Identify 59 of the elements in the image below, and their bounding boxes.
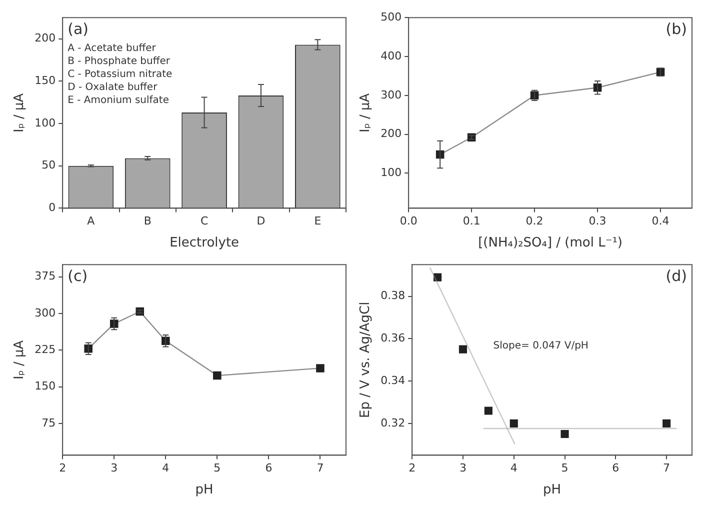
x-tick-label: 7: [663, 462, 670, 475]
y-tick-label: 100: [380, 166, 402, 180]
y-tick-label: 0.34: [380, 374, 406, 387]
annotation: A - Acetate buffer: [68, 43, 157, 54]
chart-title: (b): [666, 20, 687, 38]
x-tick-label: 3: [459, 462, 466, 475]
x-tick-label: 0.3: [588, 214, 606, 228]
x-tick-label: A: [87, 214, 96, 228]
x-tick-label: E: [314, 214, 322, 228]
x-tick-label: 0.4: [652, 214, 670, 228]
annotation: D - Oxalate buffer: [68, 82, 158, 94]
x-tick-label: D: [256, 214, 266, 228]
chart-title: (c): [68, 266, 88, 285]
y-tick-label: 300: [380, 88, 402, 102]
annotation: E - Amonium sulfate: [68, 95, 169, 106]
y-tick-label: 50: [42, 158, 56, 172]
x-tick-label: 3: [110, 462, 118, 475]
x-tick-label: 6: [612, 462, 620, 475]
y-tick-label: 75: [42, 416, 56, 430]
x-tick-label: 4: [162, 462, 170, 475]
x-tick-label: C: [200, 214, 208, 228]
x-tick-label: 4: [510, 462, 518, 475]
y-tick-label: 400: [380, 49, 402, 62]
y-tick-label: 200: [34, 32, 56, 45]
y-axis-title: Iₚ / µA: [358, 93, 374, 133]
x-axis-title: Electrolyte: [170, 236, 240, 251]
y-tick-label: 200: [380, 127, 402, 140]
annotation: Slope= 0.047 V/pH: [493, 340, 588, 352]
y-tick-label: 0: [48, 201, 56, 214]
y-axis-title: Iₚ / µA: [12, 340, 28, 380]
y-tick-label: 300: [34, 306, 56, 320]
x-tick-label: 5: [214, 462, 221, 475]
y-tick-label: 225: [34, 342, 56, 356]
x-tick-label: 5: [561, 462, 568, 475]
y-axis-title: Ep / V vs. Ag/AgCl: [358, 302, 374, 418]
chart-title: (a): [68, 20, 88, 38]
y-tick-label: 375: [34, 270, 56, 283]
x-tick-label: B: [144, 214, 152, 228]
chart-title: (d): [666, 266, 687, 285]
x-tick-label: 0.1: [462, 214, 480, 228]
x-axis-title: [(NH₄)₂SO₄] / (mol L⁻¹): [478, 236, 622, 251]
x-tick-label: 0.0: [400, 214, 418, 228]
x-tick-label: 6: [265, 462, 272, 475]
x-tick-label: 2: [408, 462, 416, 475]
x-axis-title: pH: [195, 482, 214, 498]
y-tick-label: 150: [34, 74, 56, 87]
annotation: B - Phosphate buffer: [68, 56, 171, 68]
x-tick-label: 7: [316, 462, 324, 475]
y-tick-label: 500: [380, 10, 402, 24]
y-tick-label: 0.36: [380, 332, 406, 345]
x-tick-label: 2: [59, 462, 66, 475]
y-tick-label: 150: [34, 380, 56, 393]
x-tick-label: 0.2: [526, 214, 544, 228]
x-axis-title: pH: [543, 482, 562, 498]
y-tick-label: 100: [34, 116, 56, 130]
annotation: C - Potassium nitrate: [68, 69, 172, 80]
y-tick-label: 0.32: [380, 416, 406, 430]
y-axis-title: Iₚ / µA: [12, 93, 28, 133]
y-tick-label: 0.38: [380, 289, 406, 302]
